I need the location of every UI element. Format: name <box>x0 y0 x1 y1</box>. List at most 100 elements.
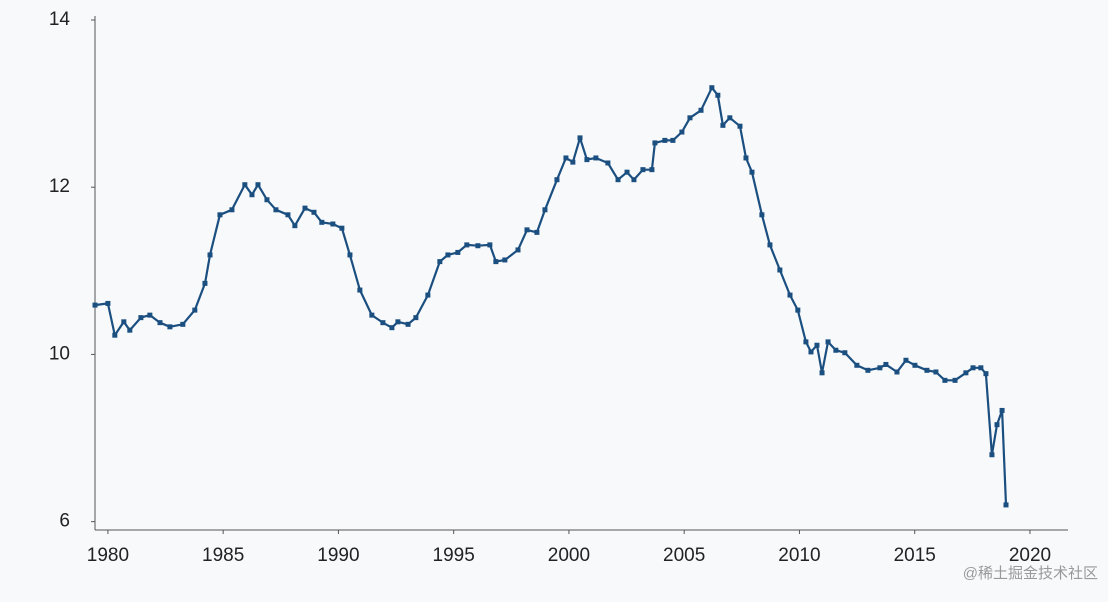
point <box>395 319 401 325</box>
point <box>389 325 395 331</box>
point <box>1003 502 1009 508</box>
point <box>542 207 548 213</box>
point <box>670 137 676 143</box>
point <box>978 365 984 371</box>
point <box>105 300 111 306</box>
point <box>217 212 223 218</box>
point <box>942 377 948 383</box>
point <box>157 320 163 326</box>
point <box>649 167 655 173</box>
point <box>912 362 918 368</box>
point <box>787 292 793 298</box>
point <box>554 177 560 183</box>
point <box>933 369 939 375</box>
point <box>563 155 569 161</box>
point <box>883 361 889 367</box>
y-tick-label: 6 <box>59 511 70 532</box>
point <box>437 259 443 265</box>
point <box>842 350 848 356</box>
point <box>970 365 976 371</box>
point <box>255 182 261 188</box>
point <box>605 160 611 166</box>
point <box>319 219 325 225</box>
point <box>487 242 493 248</box>
point <box>743 155 749 161</box>
point <box>709 85 715 91</box>
x-tick-label: 1990 <box>317 545 359 566</box>
point <box>662 137 668 143</box>
point <box>615 177 621 183</box>
point <box>229 207 235 213</box>
point <box>311 209 317 215</box>
point <box>894 369 900 375</box>
point <box>285 212 291 218</box>
x-tick-label: 1980 <box>87 545 129 566</box>
point <box>192 307 198 313</box>
point <box>357 287 363 293</box>
point <box>877 365 883 371</box>
point <box>167 324 173 330</box>
point <box>464 242 470 248</box>
point <box>759 212 765 218</box>
point <box>640 167 646 173</box>
point <box>854 362 860 368</box>
point <box>715 92 721 98</box>
point <box>147 312 153 318</box>
point <box>795 307 801 313</box>
point <box>502 257 508 263</box>
point <box>455 249 461 255</box>
point <box>302 205 308 211</box>
point <box>963 370 969 376</box>
point <box>249 192 255 198</box>
point <box>380 320 386 326</box>
x-tick-label: 2000 <box>548 545 590 566</box>
point <box>369 312 375 318</box>
point <box>803 339 809 345</box>
x-tick-label: 2015 <box>894 545 936 566</box>
point <box>720 122 726 128</box>
point <box>127 327 133 333</box>
point <box>593 155 599 161</box>
y-tick-label: 14 <box>49 9 71 30</box>
point <box>983 371 989 377</box>
point <box>584 157 590 163</box>
point <box>347 252 353 258</box>
point <box>292 223 298 229</box>
point <box>202 280 208 286</box>
point <box>207 252 213 258</box>
point <box>264 197 270 203</box>
point <box>121 319 127 325</box>
point <box>679 129 685 135</box>
point <box>727 115 733 121</box>
x-tick-label: 2010 <box>778 545 820 566</box>
point <box>413 315 419 321</box>
point <box>808 349 814 355</box>
x-tick-label: 1995 <box>433 545 475 566</box>
point <box>624 169 630 175</box>
point <box>652 140 658 146</box>
point <box>819 370 825 376</box>
point <box>330 221 336 227</box>
point <box>749 169 755 175</box>
point <box>952 377 958 383</box>
point <box>112 332 118 338</box>
point <box>777 267 783 273</box>
point <box>534 229 540 235</box>
point <box>445 252 451 258</box>
point <box>924 367 930 373</box>
x-tick-label: 2005 <box>663 545 705 566</box>
point <box>405 321 411 327</box>
point <box>994 422 1000 428</box>
point <box>903 357 909 363</box>
x-tick-label: 1985 <box>202 545 244 566</box>
point <box>999 407 1005 413</box>
point <box>577 135 583 141</box>
point <box>524 227 530 233</box>
point <box>989 452 995 458</box>
point <box>242 182 248 188</box>
point <box>833 347 839 353</box>
point <box>825 339 831 345</box>
point <box>631 177 637 183</box>
point <box>767 242 773 248</box>
